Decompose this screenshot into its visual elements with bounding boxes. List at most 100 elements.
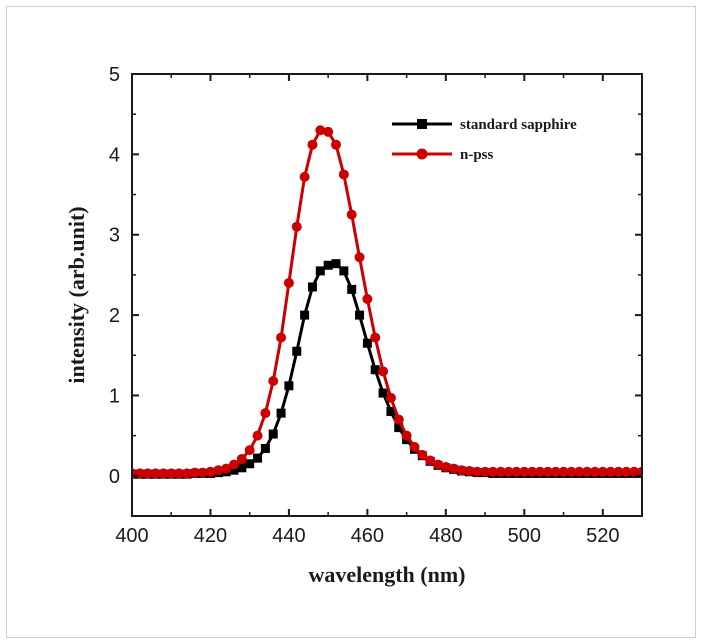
data-point	[456, 465, 467, 476]
x-tick-label: 420	[194, 525, 227, 547]
legend-item: n-pss	[392, 147, 494, 163]
data-point	[338, 169, 349, 180]
data-point	[299, 171, 310, 182]
data-point	[354, 252, 365, 263]
data-point	[362, 338, 372, 348]
data-point	[150, 468, 161, 479]
legend-item: standard sapphire	[392, 117, 577, 133]
data-point	[440, 461, 451, 472]
data-point	[331, 259, 341, 269]
data-point	[370, 332, 381, 343]
data-point	[629, 466, 640, 477]
data-point	[394, 423, 404, 433]
data-point	[244, 445, 255, 456]
plot-area	[132, 74, 642, 516]
data-point	[550, 466, 561, 477]
data-point	[237, 463, 247, 473]
plot-frame	[131, 73, 643, 517]
data-point	[355, 310, 365, 320]
series-n-pss	[132, 125, 642, 479]
y-tick-label: 2	[109, 305, 120, 327]
data-point	[378, 388, 388, 398]
axis-layer: 400 420 440 460 480 500 520 0 1 2 3 4 5	[109, 64, 642, 547]
data-point	[245, 459, 255, 469]
data-point	[621, 466, 632, 477]
data-point	[393, 414, 404, 425]
y-tick-label: 0	[109, 466, 120, 488]
data-point	[331, 139, 341, 150]
data-point	[574, 466, 585, 477]
data-point	[300, 310, 310, 320]
x-tick-label: 400	[115, 525, 148, 547]
data-point	[589, 466, 600, 477]
data-point	[276, 408, 286, 418]
data-point	[339, 266, 349, 276]
data-point	[378, 366, 389, 377]
data-point	[433, 459, 443, 470]
data-point	[347, 284, 357, 294]
data-point	[260, 408, 271, 419]
x-tick-label: 480	[429, 525, 462, 547]
data-point	[197, 467, 208, 478]
legend: standard sapphire n-pss	[392, 117, 577, 163]
data-point	[409, 441, 420, 452]
data-point	[519, 466, 530, 477]
data-point	[487, 466, 498, 477]
series-layer	[132, 125, 642, 479]
legend-label: standard sapphire	[460, 117, 577, 133]
data-point	[370, 365, 380, 375]
data-point	[582, 466, 593, 477]
data-point	[307, 282, 317, 292]
data-point	[605, 466, 616, 477]
data-point	[166, 468, 177, 479]
data-point	[174, 468, 185, 479]
y-tick-label: 5	[109, 64, 120, 86]
data-point	[213, 465, 224, 476]
x-axis-title: wavelength (nm)	[308, 562, 465, 587]
legend-marker	[416, 148, 428, 160]
data-point	[401, 430, 412, 441]
data-point	[229, 465, 239, 475]
data-point	[425, 455, 436, 466]
data-point	[362, 294, 373, 305]
data-point	[472, 466, 483, 477]
y-tick-label: 4	[109, 144, 120, 166]
data-point	[323, 260, 333, 270]
data-point	[385, 392, 396, 403]
data-point	[284, 381, 294, 391]
data-point	[268, 375, 279, 386]
data-point	[503, 466, 514, 477]
data-point	[260, 443, 270, 453]
legend-label: n-pss	[460, 147, 494, 163]
data-point	[205, 466, 216, 477]
data-point	[542, 466, 553, 477]
x-tick-label: 520	[586, 525, 619, 547]
y-tick-label: 1	[109, 385, 120, 407]
data-point	[535, 466, 545, 477]
data-point	[253, 453, 263, 463]
data-point	[189, 467, 200, 478]
data-point	[291, 221, 302, 232]
y-axis-title: intensity (arb.unit)	[64, 206, 89, 383]
data-point	[181, 468, 192, 479]
data-point	[464, 465, 475, 476]
x-tick-label: 440	[272, 525, 305, 547]
data-point	[236, 453, 247, 464]
data-point	[448, 463, 459, 474]
data-point	[268, 429, 278, 439]
y-tick-label: 3	[109, 225, 120, 247]
data-point	[346, 209, 357, 220]
data-point	[315, 266, 325, 276]
data-point	[229, 459, 239, 470]
data-point	[221, 463, 232, 474]
data-point	[480, 466, 491, 477]
data-point	[158, 468, 169, 479]
data-point	[323, 126, 334, 137]
data-point	[315, 125, 326, 136]
data-point	[417, 449, 428, 460]
data-point	[637, 466, 642, 477]
data-point	[142, 468, 153, 479]
data-point	[511, 466, 522, 477]
data-point	[597, 466, 608, 477]
